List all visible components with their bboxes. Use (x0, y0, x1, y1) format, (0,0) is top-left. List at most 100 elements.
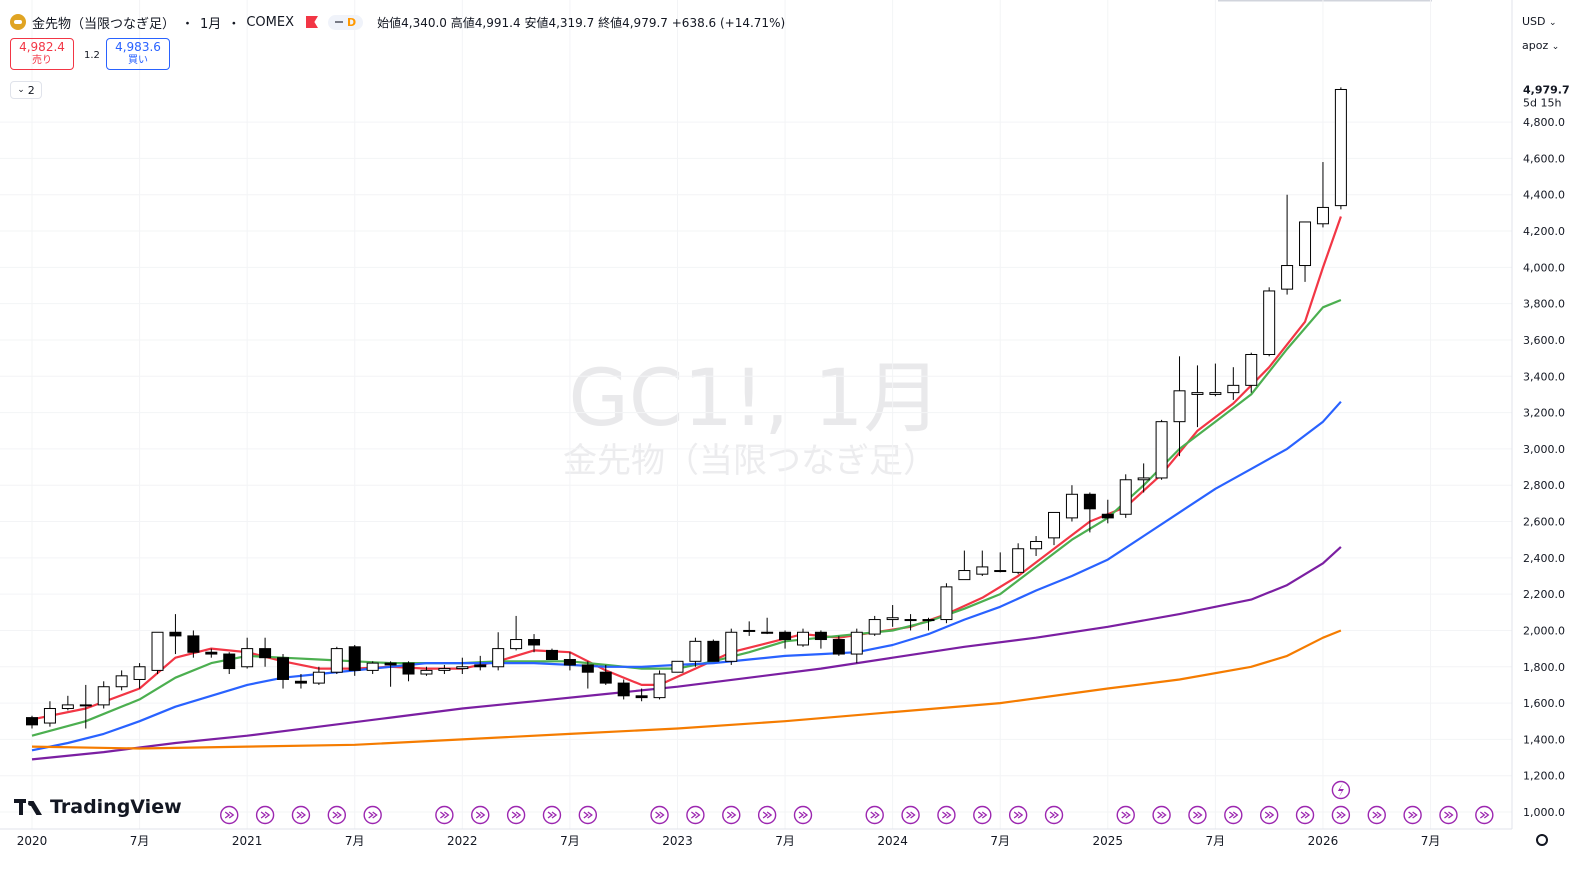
candle[interactable] (1155, 419, 1168, 480)
event-marker-icon[interactable] (435, 805, 454, 825)
candle[interactable] (707, 639, 720, 662)
event-markers[interactable] (220, 780, 1494, 825)
event-marker-icon[interactable] (793, 805, 813, 825)
candle[interactable] (223, 652, 236, 675)
currency-selector[interactable]: USD ⌄ (1518, 10, 1584, 34)
event-marker-icon[interactable] (578, 805, 598, 825)
event-marker-icon[interactable] (291, 805, 311, 825)
candle[interactable] (528, 634, 541, 653)
event-marker-icon[interactable] (363, 805, 382, 825)
gear-icon[interactable] (1536, 834, 1548, 846)
candle[interactable] (779, 630, 792, 649)
buy-button[interactable]: 4,983.6 買い (106, 38, 170, 70)
event-marker-icon[interactable] (757, 805, 777, 825)
candles[interactable] (26, 87, 1347, 729)
event-marker-icon[interactable] (973, 805, 992, 825)
candle[interactable] (259, 637, 272, 667)
event-marker-icon[interactable] (542, 805, 562, 825)
scale-mode-selector[interactable]: apoz ⌄ (1518, 34, 1584, 58)
candle[interactable] (241, 637, 254, 669)
candle[interactable] (1263, 287, 1276, 357)
candle[interactable] (581, 661, 594, 689)
event-marker-icon[interactable] (1367, 805, 1386, 825)
candle[interactable] (1316, 162, 1329, 228)
candle[interactable] (689, 637, 702, 667)
candle[interactable] (187, 630, 200, 658)
event-marker-icon[interactable] (1295, 805, 1315, 825)
event-marker-icon[interactable] (865, 805, 884, 825)
candle[interactable] (402, 661, 415, 682)
candle[interactable] (510, 615, 523, 651)
event-marker-icon[interactable] (1188, 805, 1207, 825)
lightning-event-icon[interactable] (1331, 780, 1351, 800)
candle[interactable] (26, 715, 38, 729)
candle[interactable] (814, 630, 827, 649)
event-marker-icon[interactable] (901, 805, 920, 825)
candle[interactable] (97, 681, 110, 709)
candle[interactable] (79, 684, 92, 729)
event-marker-icon[interactable] (1403, 805, 1422, 825)
event-marker-icon[interactable] (327, 805, 347, 825)
candle[interactable] (61, 695, 74, 711)
candle[interactable] (330, 646, 343, 675)
event-marker-icon[interactable] (937, 805, 956, 825)
candle[interactable] (563, 652, 576, 671)
candle[interactable] (653, 670, 666, 700)
candle[interactable] (474, 655, 487, 671)
candle[interactable] (617, 679, 630, 700)
candle[interactable] (492, 632, 505, 671)
candle[interactable] (366, 661, 379, 675)
candle[interactable] (1137, 463, 1150, 493)
event-marker-icon[interactable] (722, 805, 741, 825)
interval-label[interactable]: 1月 (200, 16, 222, 32)
candle[interactable] (671, 660, 684, 673)
candle[interactable] (151, 631, 164, 675)
candle[interactable] (743, 621, 756, 636)
event-marker-icon[interactable] (471, 805, 490, 825)
candle[interactable] (1245, 352, 1258, 393)
candle[interactable] (456, 657, 469, 675)
event-marker-icon[interactable] (1044, 805, 1064, 825)
event-marker-icon[interactable] (686, 805, 705, 825)
candle[interactable] (994, 552, 1007, 573)
candle[interactable] (1299, 221, 1312, 282)
event-marker-icon[interactable] (1475, 805, 1494, 825)
candle[interactable] (348, 644, 361, 676)
event-marker-icon[interactable] (1224, 805, 1243, 825)
candle[interactable] (635, 688, 648, 702)
candle[interactable] (940, 583, 953, 624)
candle[interactable] (725, 628, 738, 665)
candle[interactable] (886, 605, 899, 627)
candle[interactable] (277, 654, 290, 689)
event-marker-icon[interactable] (1152, 805, 1171, 825)
event-marker-icon[interactable] (1259, 805, 1279, 825)
candle[interactable] (796, 628, 809, 647)
candle[interactable] (868, 615, 881, 636)
candle[interactable] (438, 664, 451, 675)
candle[interactable] (904, 614, 917, 631)
time-axis[interactable]: 2020 7月 2021 7月 2022 7月 2023 7月 2024 7月 2025 7月 2026… (0, 828, 1512, 848)
candle[interactable] (1048, 511, 1061, 546)
flag-icon[interactable] (305, 16, 318, 28)
tradingview-logo[interactable]: TradingView (14, 796, 182, 818)
candle[interactable] (761, 617, 774, 635)
candle[interactable] (976, 550, 989, 576)
candle[interactable] (312, 666, 325, 685)
candle[interactable] (1334, 87, 1347, 210)
indicators-toggle-button[interactable]: ⌄ 2 (10, 81, 42, 99)
candle[interactable] (1209, 363, 1222, 397)
candle[interactable] (1030, 536, 1043, 557)
candle[interactable] (1191, 365, 1204, 428)
candle[interactable] (1173, 356, 1186, 457)
sell-button[interactable]: 4,982.4 売り (10, 38, 74, 70)
event-marker-icon[interactable] (650, 805, 669, 825)
candle[interactable] (1101, 499, 1114, 524)
event-marker-icon[interactable] (220, 805, 239, 825)
price-axis[interactable]: 1,000.0 1,200.0 1,400.0 1,600.0 1,800.0 2,000… (1511, 0, 1570, 829)
candle[interactable] (958, 550, 971, 581)
candle[interactable] (545, 648, 558, 660)
candle[interactable] (599, 664, 612, 685)
candle[interactable] (205, 648, 218, 658)
symbol-name[interactable]: 金先物（当限つなぎ足） (32, 16, 176, 32)
